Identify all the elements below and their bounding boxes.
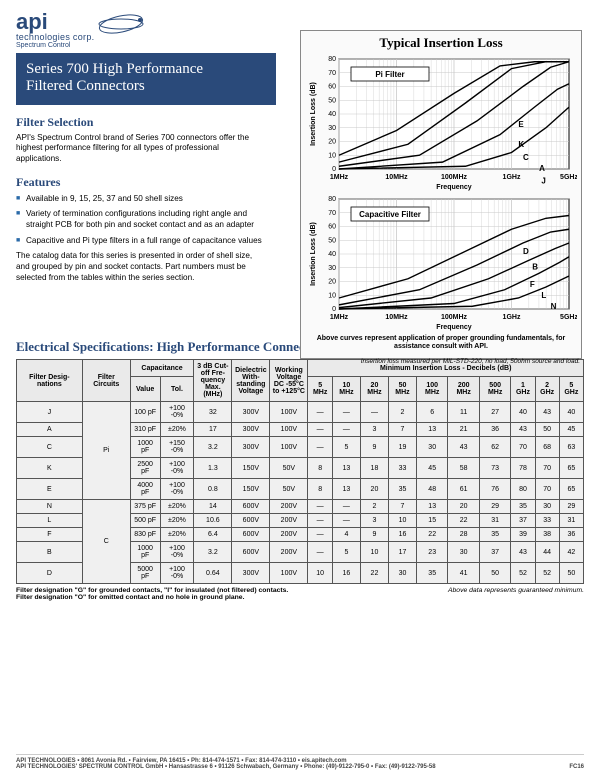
h-cutoff: 3 dB Cut-off Fre-quency Max. (MHz) xyxy=(194,360,232,402)
svg-text:Insertion Loss (dB): Insertion Loss (dB) xyxy=(310,82,317,146)
svg-text:20: 20 xyxy=(328,139,336,146)
svg-text:Capacitive Filter: Capacitive Filter xyxy=(359,210,421,219)
svg-text:40: 40 xyxy=(328,251,336,258)
footnote-l1: Filter designation "G" for grounded cont… xyxy=(16,587,288,594)
svg-text:0: 0 xyxy=(332,166,336,173)
cap-chart: 0 10 20 30 40 50 60 70 80 1MHz 10MHz 100MHz 1GHz 5GHz… xyxy=(307,193,577,333)
svg-text:K: K xyxy=(518,140,524,149)
h-cap: Capacitance xyxy=(130,360,194,377)
svg-text:0: 0 xyxy=(332,306,336,313)
footnote-l2: Filter designation "O" for omitted conta… xyxy=(16,594,288,601)
svg-text:A: A xyxy=(539,164,545,173)
pi-chart: 0 10 20 30 40 50 60 70 80 1MHz 10MHz 100MHz 1GHz 5GHz… xyxy=(307,53,577,193)
svg-text:L: L xyxy=(541,291,546,300)
logo-tagline: Spectrum Control xyxy=(16,42,94,49)
svg-text:C: C xyxy=(523,153,529,162)
charts-box: Typical Insertion Loss 0 10 20 30 40 50 60 70 80… xyxy=(300,30,582,359)
svg-text:F: F xyxy=(530,280,535,289)
feature-1: Variety of termination configurations in… xyxy=(16,209,266,230)
svg-text:80: 80 xyxy=(328,56,336,63)
table-row: JPi100 pF+100 -0%32300V100V———2611274043… xyxy=(17,402,584,423)
svg-text:100MHz: 100MHz xyxy=(441,174,468,181)
svg-text:10MHz: 10MHz xyxy=(385,314,408,321)
features-trailer: The catalog data for this series is pres… xyxy=(16,251,266,283)
footnote-r: Above data represents guaranteed minimum… xyxy=(448,587,584,601)
footer-l2: API TECHNOLOGIES' SPECTRUM CONTROL GmbH … xyxy=(16,764,436,770)
svg-text:80: 80 xyxy=(328,196,336,203)
svg-text:Insertion Loss (dB): Insertion Loss (dB) xyxy=(310,222,317,286)
svg-text:Pi Filter: Pi Filter xyxy=(375,70,404,79)
svg-text:60: 60 xyxy=(328,84,336,91)
svg-text:N: N xyxy=(551,302,557,311)
svg-text:D: D xyxy=(523,247,529,256)
svg-text:B: B xyxy=(532,262,538,271)
svg-text:10: 10 xyxy=(328,152,336,159)
svg-text:50: 50 xyxy=(328,237,336,244)
chart-note: Above curves represent application of pr… xyxy=(307,335,575,352)
svg-text:10MHz: 10MHz xyxy=(385,174,408,181)
h-tol: Tol. xyxy=(160,377,194,402)
spec-table: Filter Desig-nations Filter Circuits Cap… xyxy=(16,359,584,584)
svg-text:1GHz: 1GHz xyxy=(503,174,521,181)
h-diel: Dielectric With-standing Voltage xyxy=(232,360,270,402)
svg-text:100MHz: 100MHz xyxy=(441,314,468,321)
swoosh-icon xyxy=(96,14,146,34)
footer-page: FC16 xyxy=(569,764,584,770)
chart-caption: Insertion loss measured per MIL-STD-220,… xyxy=(298,358,580,365)
svg-text:E: E xyxy=(518,120,524,129)
charts-title: Typical Insertion Loss xyxy=(307,35,575,51)
title-l1: Series 700 High Performance xyxy=(26,61,266,78)
h-work: Working Voltage DC -55°C to +125°C xyxy=(270,360,308,402)
table-row: NC375 pF±20%14600V200V——27132029353029 xyxy=(17,500,584,514)
svg-text:60: 60 xyxy=(328,224,336,231)
svg-text:1MHz: 1MHz xyxy=(330,314,349,321)
svg-text:10: 10 xyxy=(328,292,336,299)
footer: API TECHNOLOGIES • 8061 Avonia Rd. • Fai… xyxy=(16,754,584,770)
svg-text:30: 30 xyxy=(328,125,336,132)
h-desig: Filter Desig-nations xyxy=(17,360,83,402)
feature-0: Available in 9, 15, 25, 37 and 50 shell … xyxy=(16,194,266,205)
svg-text:1GHz: 1GHz xyxy=(503,314,521,321)
title-bar: Series 700 High Performance Filtered Con… xyxy=(16,53,276,105)
title-l2: Filtered Connectors xyxy=(26,78,266,95)
svg-text:5GHz: 5GHz xyxy=(560,314,577,321)
logo-brand: api xyxy=(16,12,94,32)
table-footnote: Filter designation "G" for grounded cont… xyxy=(16,587,584,601)
svg-text:70: 70 xyxy=(328,70,336,77)
filter-selection-body: API's Spectrum Control brand of Series 7… xyxy=(16,133,266,165)
svg-text:Frequency: Frequency xyxy=(436,184,472,191)
h-value: Value xyxy=(130,377,160,402)
feature-2: Capacitive and Pi type filters in a full… xyxy=(16,236,266,247)
logo-line2: technologies corp. xyxy=(16,32,94,42)
h-circuits: Filter Circuits xyxy=(82,360,130,402)
svg-text:20: 20 xyxy=(328,279,336,286)
svg-text:30: 30 xyxy=(328,265,336,272)
svg-text:50: 50 xyxy=(328,97,336,104)
svg-text:1MHz: 1MHz xyxy=(330,174,349,181)
svg-text:40: 40 xyxy=(328,111,336,118)
svg-text:5GHz: 5GHz xyxy=(560,174,577,181)
svg-text:Frequency: Frequency xyxy=(436,324,472,331)
svg-text:70: 70 xyxy=(328,210,336,217)
svg-text:J: J xyxy=(541,176,545,185)
